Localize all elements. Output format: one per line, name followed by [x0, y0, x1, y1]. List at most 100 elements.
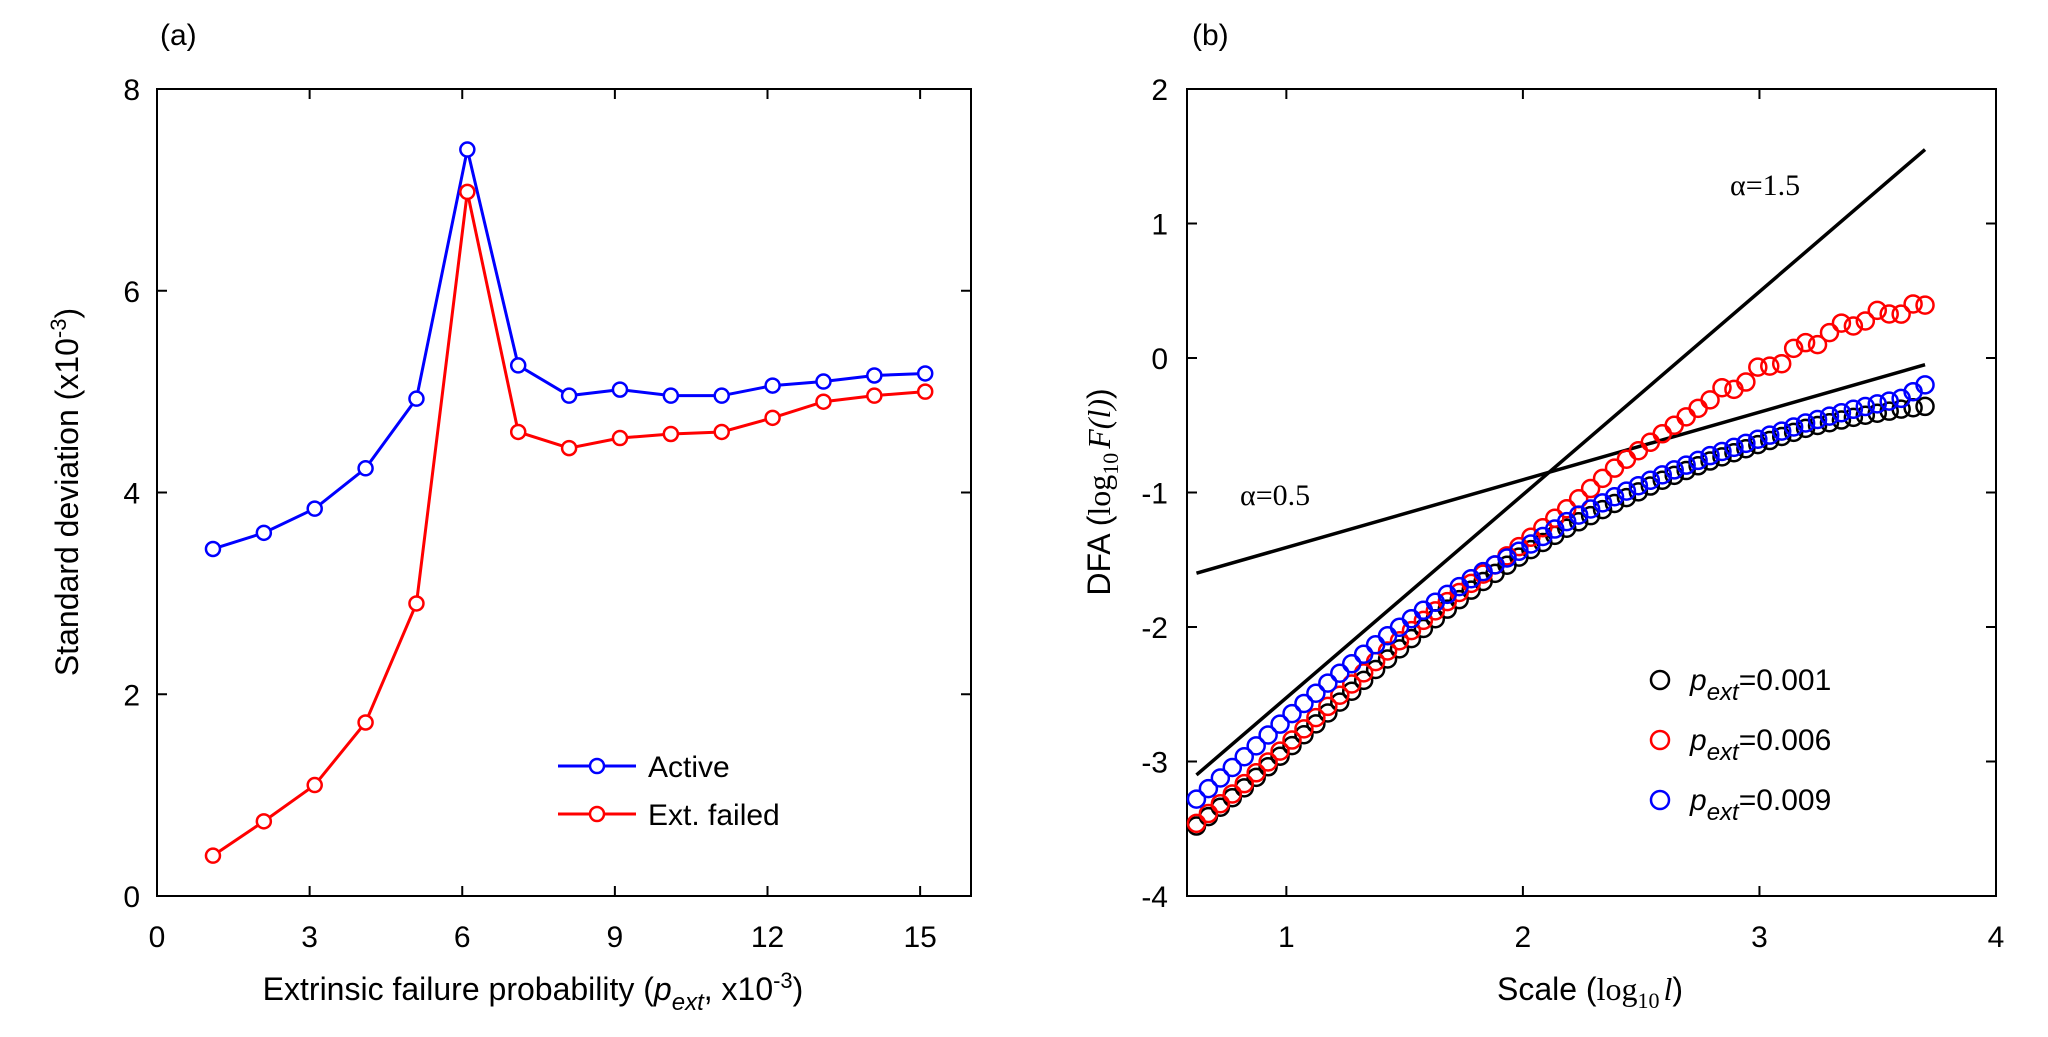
- data-point-p-ext-0-001-6: [1258, 757, 1278, 777]
- data-point-p-ext-0-009-45: [1724, 437, 1744, 458]
- reference-line-alpha-0-5: [1195, 363, 1926, 575]
- data-point-p-ext-0-006-61: [1915, 295, 1935, 315]
- panel-a-series: [204, 141, 934, 864]
- data-point-p-ext-0-001-36: [1616, 487, 1637, 508]
- data-point-active-4: [408, 390, 425, 407]
- data-point-p-ext-0-001-35: [1604, 493, 1625, 514]
- data-point-p-ext-0-006-28: [1521, 527, 1541, 548]
- data-point-p-ext-0-009-40: [1664, 460, 1684, 480]
- series-active: [204, 141, 934, 558]
- data-point-p-ext-0-006-51: [1795, 332, 1816, 353]
- data-point-active-10: [713, 387, 730, 404]
- data-point-p-ext-0-006-56: [1855, 311, 1876, 331]
- panel-a-xtick-label-9: 9: [607, 921, 624, 954]
- data-point-p-ext-0-006-10: [1306, 707, 1326, 728]
- data-point-p-ext-0-009-9: [1294, 693, 1314, 714]
- data-point-p-ext-0-009-61: [1915, 375, 1935, 395]
- data-point-p-ext-0-009-1: [1198, 778, 1219, 799]
- panel-a-ytick-label-4: 4: [123, 478, 140, 511]
- panel-b-ytick-label-1: -1: [1141, 478, 1168, 511]
- panel-b-ytick-label-2: 2: [1151, 74, 1168, 107]
- legend-item-pext-0-001: pext=0.001: [1649, 664, 1831, 706]
- data-point-p-ext-0-009-54: [1831, 402, 1852, 423]
- panel-a-ticks: [156, 88, 971, 897]
- data-point-p-ext-0-001-18: [1401, 628, 1422, 649]
- data-point-p-ext-0-006-48: [1760, 356, 1780, 376]
- data-point-ext-failed-11: [764, 409, 781, 427]
- data-point-active-3: [357, 460, 374, 477]
- data-point-p-ext-0-009-5: [1246, 736, 1266, 756]
- panel-b-tick-labels: 1 2 3 4 -4 -3 -2 -1 0 1 2: [1141, 74, 2004, 954]
- data-point-p-ext-0-006-58: [1879, 304, 1899, 324]
- data-point-p-ext-0-006-18: [1401, 620, 1422, 641]
- data-point-p-ext-0-009-2: [1210, 768, 1231, 788]
- data-point-ext-failed-10: [713, 423, 730, 441]
- data-point-p-ext-0-009-52: [1807, 409, 1828, 430]
- panel-a-xtick-label-0: 0: [149, 921, 166, 954]
- data-point-ext-failed-0: [204, 847, 222, 864]
- data-point-p-ext-0-001-17: [1389, 639, 1410, 659]
- panel-a-ylabel: Standard deviation (x10-3): [46, 308, 85, 676]
- data-point-ext-failed-6: [509, 423, 527, 441]
- data-point-p-ext-0-006-47: [1748, 357, 1768, 377]
- data-point-active-13: [866, 367, 883, 384]
- panel-a-xlabel: Extrinsic failure probability (pext, x10…: [263, 968, 804, 1016]
- data-point-active-2: [306, 500, 323, 517]
- data-point-p-ext-0-006-49: [1771, 353, 1792, 374]
- data-point-p-ext-0-006-2: [1210, 794, 1231, 814]
- data-point-p-ext-0-009-35: [1604, 486, 1625, 507]
- data-point-p-ext-0-001-54: [1831, 410, 1852, 430]
- panel-a-xtick-label-12: 12: [751, 921, 784, 954]
- data-point-p-ext-0-009-56: [1855, 396, 1876, 417]
- data-point-p-ext-0-001-38: [1640, 476, 1661, 496]
- annotation-alpha-1-5: α=1.5: [1730, 169, 1800, 202]
- panel-a-label: (a): [160, 19, 197, 52]
- data-point-p-ext-0-001-44: [1712, 447, 1732, 467]
- data-point-p-ext-0-009-12: [1330, 663, 1350, 683]
- data-point-p-ext-0-009-36: [1616, 481, 1637, 501]
- data-point-p-ext-0-006-11: [1318, 696, 1338, 717]
- data-point-p-ext-0-009-49: [1771, 421, 1792, 441]
- data-point-p-ext-0-009-37: [1628, 475, 1649, 496]
- data-point-p-ext-0-006-54: [1831, 313, 1852, 333]
- data-point-p-ext-0-001-9: [1294, 724, 1314, 745]
- series-line-ext-failed: [212, 191, 926, 857]
- data-point-p-ext-0-001-47: [1748, 434, 1768, 455]
- panel-b-ytick-label-1: 1: [1151, 209, 1168, 242]
- data-point-p-ext-0-006-0: [1186, 813, 1207, 834]
- panel-b-xlabel: Scale (log10 l): [1497, 971, 1683, 1013]
- panel-a-ytick-label-0: 0: [123, 881, 140, 914]
- data-point-p-ext-0-001-37: [1628, 482, 1649, 502]
- data-point-p-ext-0-006-8: [1282, 730, 1302, 750]
- data-point-active-1: [255, 524, 273, 542]
- data-point-p-ext-0-009-57: [1867, 394, 1888, 414]
- panel-b-ticks: [1187, 88, 1997, 897]
- legend-label-pext-0-001: pext=0.001: [1689, 664, 1831, 706]
- series-line-active: [212, 149, 926, 551]
- data-point-p-ext-0-001-11: [1318, 703, 1338, 723]
- data-point-p-ext-0-009-44: [1712, 441, 1732, 462]
- data-point-p-ext-0-001-16: [1377, 649, 1398, 669]
- data-point-p-ext-0-006-53: [1819, 322, 1840, 343]
- panel-b-xtick-label-4: 4: [1988, 921, 2005, 954]
- data-point-p-ext-0-001-43: [1700, 451, 1720, 471]
- data-point-p-ext-0-001-53: [1819, 413, 1840, 433]
- panel-b-ytick-label-4: -4: [1141, 881, 1168, 914]
- panel-b-ylabel: DFA (log10F(l)): [1081, 388, 1123, 595]
- data-point-p-ext-0-009-3: [1222, 757, 1243, 778]
- legend-marker-ext-failed: [588, 805, 606, 823]
- legend-marker-pext-0-001: [1649, 669, 1671, 691]
- data-point-p-ext-0-001-39: [1652, 470, 1673, 491]
- data-point-active-14: [916, 365, 934, 382]
- panel-a-ytick-label-2: 2: [123, 679, 140, 712]
- data-point-p-ext-0-001-61: [1915, 396, 1935, 417]
- data-point-p-ext-0-009-7: [1270, 714, 1290, 734]
- panel-a-ytick-label-6: 6: [123, 276, 140, 309]
- data-point-active-0: [204, 540, 222, 558]
- data-point-p-ext-0-006-55: [1843, 316, 1864, 336]
- data-point-ext-failed-5: [459, 183, 476, 201]
- data-point-ext-failed-1: [255, 813, 273, 830]
- data-point-active-9: [662, 387, 680, 404]
- data-point-p-ext-0-006-22: [1449, 582, 1469, 603]
- data-point-p-ext-0-001-32: [1568, 512, 1589, 532]
